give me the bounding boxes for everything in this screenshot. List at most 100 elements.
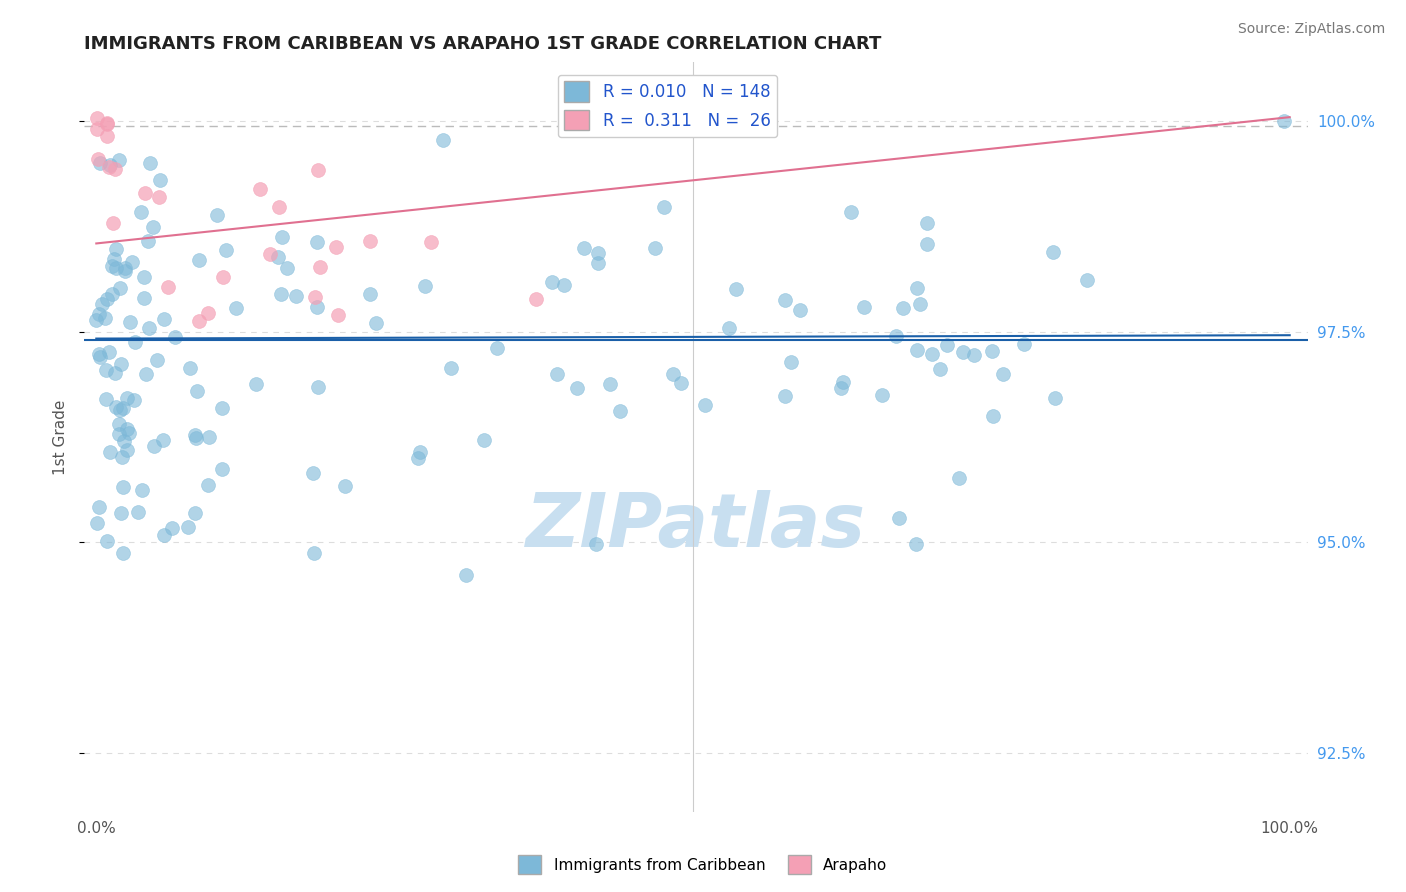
Point [526,292,548,306]
Point [136,234,159,248]
Point [117,391,139,405]
Point [1076,273,1098,287]
Point [186,384,208,399]
Point [152,433,174,447]
Point [915,216,938,230]
Point [333,479,356,493]
Point [270,287,292,301]
Point [124,335,146,350]
Point [86,313,108,327]
Point [307,163,329,178]
Point [142,220,165,235]
Point [197,478,219,492]
Point [132,291,155,305]
Point [89,156,111,170]
Point [830,380,852,394]
Y-axis label: 1st Grade: 1st Grade [52,400,67,475]
Text: IMMIGRANTS FROM CARIBBEAN VS ARAPAHO 1ST GRADE CORRELATION CHART: IMMIGRANTS FROM CARIBBEAN VS ARAPAHO 1ST… [84,35,882,53]
Point [110,506,132,520]
Point [267,250,290,264]
Point [143,439,166,453]
Point [211,462,233,476]
Point [186,431,208,445]
Point [148,173,170,187]
Text: ZIPatlas: ZIPatlas [526,491,866,564]
Point [644,241,666,255]
Point [789,303,811,318]
Point [100,287,122,301]
Point [325,240,347,254]
Point [267,200,290,214]
Point [905,343,928,357]
Point [101,259,124,273]
Point [887,510,910,524]
Point [1012,336,1035,351]
Point [89,347,111,361]
Point [197,305,219,319]
Point [929,361,952,376]
Point [870,388,893,402]
Point [359,287,381,301]
Point [1272,114,1295,128]
Point [115,422,138,436]
Point [97,160,120,174]
Point [108,281,131,295]
Point [184,506,207,520]
Point [586,256,609,270]
Point [96,118,118,132]
Point [302,546,325,560]
Point [153,312,176,326]
Point [891,301,914,315]
Point [87,153,110,167]
Point [104,161,127,176]
Point [211,401,233,416]
Point [572,241,595,255]
Point [86,516,108,530]
Point [440,360,463,375]
Point [225,301,247,315]
Point [1043,391,1066,405]
Point [131,483,153,497]
Point [215,243,238,257]
Point [285,289,308,303]
Point [853,300,876,314]
Point [105,242,128,256]
Point [184,427,207,442]
Point [952,345,974,359]
Point [669,376,692,390]
Point [179,360,201,375]
Point [96,292,118,306]
Point [981,409,1004,423]
Point [129,204,152,219]
Point [304,290,326,304]
Point [921,346,943,360]
Point [91,297,114,311]
Point [103,252,125,266]
Point [89,350,111,364]
Point [100,445,122,459]
Point [103,216,125,230]
Point [146,352,169,367]
Point [110,357,132,371]
Point [245,376,267,391]
Point [328,309,350,323]
Point [420,235,443,250]
Point [110,403,132,417]
Point [86,122,108,136]
Point [207,207,229,221]
Point [98,345,121,359]
Point [586,246,609,260]
Point [111,450,134,465]
Point [662,367,685,381]
Point [773,388,796,402]
Point [609,404,631,418]
Point [259,246,281,260]
Point [948,471,970,485]
Point [567,381,589,395]
Point [905,281,928,295]
Point [165,330,187,344]
Point [111,401,134,415]
Point [585,537,607,551]
Point [198,430,221,444]
Point [541,276,564,290]
